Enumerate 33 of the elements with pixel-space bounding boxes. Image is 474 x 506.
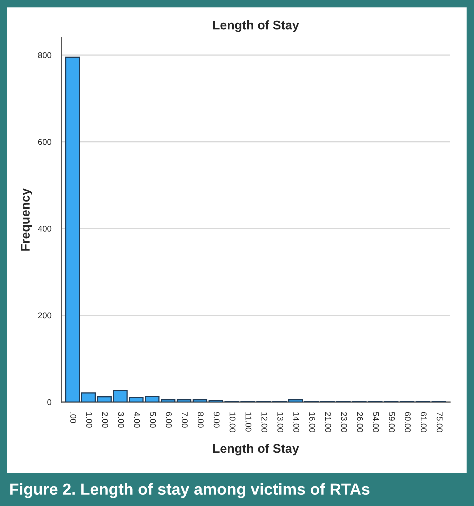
x-tick-label: 9.00: [214, 412, 220, 428]
x-tick-label: 16.00: [309, 412, 316, 433]
x-tick-label: 13.00: [278, 412, 284, 433]
y-axis-title: Frequency: [21, 188, 32, 251]
x-tick-label: 6.00: [166, 412, 172, 428]
x-tick-label: 59.00: [389, 412, 396, 433]
x-tick-label: 21.00: [325, 412, 332, 433]
x-tick-label: 5.00: [150, 412, 156, 428]
x-tick-label: 14.00: [294, 412, 300, 433]
x-tick-label: 23.00: [341, 412, 348, 433]
y-tick-label: 800: [38, 52, 52, 58]
y-tick-label: 200: [38, 312, 52, 319]
x-tick-label: 75.00: [436, 412, 443, 433]
x-tick-label: 10.00: [230, 412, 236, 433]
x-tick-label: 1.00: [86, 412, 92, 428]
x-tick-label: 12.00: [262, 412, 268, 433]
y-tick-label: 0: [48, 399, 52, 406]
x-axis-title: Length of Stay: [213, 444, 300, 456]
x-tick-label: 61.00: [420, 412, 427, 433]
x-tick-label: 2.00: [102, 412, 108, 428]
x-tick-label: 11.00: [246, 412, 252, 432]
y-tick-label: 400: [38, 226, 52, 232]
x-tick-label: 54.00: [373, 412, 380, 433]
x-tick-label: 8.00: [198, 412, 204, 428]
x-tick-label: 7.00: [182, 412, 188, 428]
x-tick-label: 3.00: [118, 412, 124, 428]
x-tick-label: 4.00: [134, 412, 140, 428]
x-tick-label: 60.00: [405, 412, 411, 433]
x-tick-label: 26.00: [357, 412, 364, 433]
y-tick-label: 600: [38, 139, 52, 146]
x-tick-label: .00: [70, 412, 76, 424]
chart-title: Length of Stay: [213, 20, 300, 32]
caption: Figure 2. Length of stay among victims of RTAs: [10, 483, 370, 498]
